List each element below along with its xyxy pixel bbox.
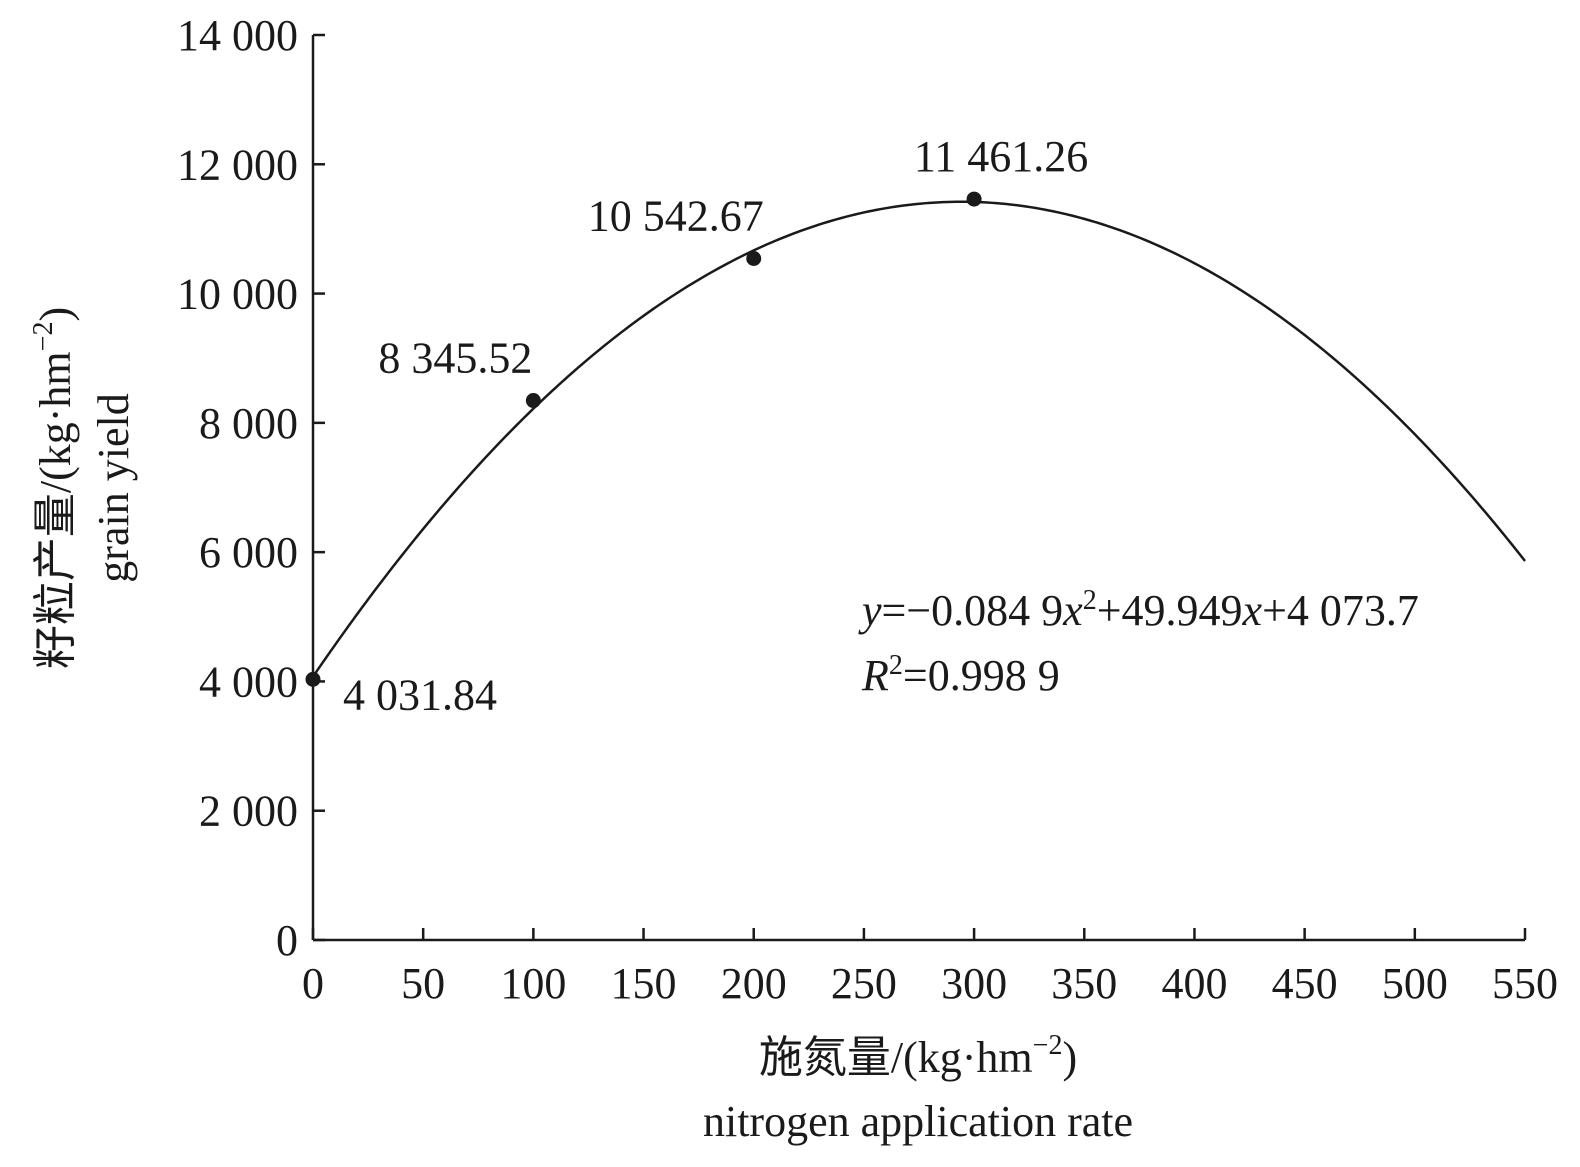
fit-curve [311,200,1526,678]
x-tick-label: 350 [1051,959,1117,1008]
r2-value: =0.998 9 [903,651,1060,700]
x-tick-label: 550 [1492,959,1558,1008]
y-ticks: 0 2 000 4 000 6 000 8 000 10 000 12 000 14 000 [177,11,325,965]
y-tick-label: 14 000 [177,11,298,60]
y-axis-title-close: ) [31,307,80,322]
y-tick-label: 0 [276,916,298,965]
y-axis-title-en: grain yield [89,393,138,582]
y-tick-label: 4 000 [199,657,298,706]
data-labels: 4 031.84 8 345.52 10 542.67 11 461.26 [343,132,1088,719]
eq-coef-c: +4 073.7 [1262,586,1419,635]
y-tick-label: 6 000 [199,528,298,577]
y-axis-title-cn: 籽粒产量/(kg·hm−2) [28,307,80,669]
r2-r: R [861,651,889,700]
fit-equation: y=−0.084 9x2+49.949x+4 073.7 R2=0.998 9 [858,585,1419,700]
r-squared-text: R2=0.998 9 [861,650,1060,700]
y-tick-label: 12 000 [177,140,298,189]
x-axis-title-close: ) [1062,1033,1077,1082]
x-ticks: 0 50 100 150 200 250 300 350 400 450 500 550 [302,928,1558,1008]
x-tick-label: 50 [401,959,445,1008]
data-label: 4 031.84 [343,670,497,719]
y-axis-title: 籽粒产量/(kg·hm−2) grain yield [28,307,138,669]
eq-coef-b: +49.949 [1097,586,1243,635]
x-tick-label: 400 [1161,959,1227,1008]
data-label: 11 461.26 [914,132,1088,181]
eq-x-1: x [1062,586,1083,635]
x-tick-label: 200 [721,959,787,1008]
y-axis-title-cn-main: 籽粒产量/(kg·hm [31,351,80,669]
x-tick-label: 450 [1272,959,1338,1008]
r2-exp: 2 [889,650,903,681]
y-axis-title-exp: −2 [28,322,59,352]
x-axis-title-cn: 施氮量/(kg·hm−2) [759,1030,1077,1082]
x-tick-label: 250 [831,959,897,1008]
y-tick-label: 2 000 [199,787,298,836]
x-axis-title: 施氮量/(kg·hm−2) nitrogen application rate [703,1030,1133,1146]
eq-exp: 2 [1083,585,1097,616]
x-tick-label: 300 [941,959,1007,1008]
x-axis-title-en: nitrogen application rate [703,1097,1133,1146]
x-tick-label: 0 [302,959,324,1008]
x-axis-title-exp: −2 [1033,1030,1063,1061]
y-tick-label: 10 000 [177,270,298,319]
data-point [746,250,762,266]
eq-coef-a: =−0.084 9 [882,586,1064,635]
fit-equation-text: y=−0.084 9x2+49.949x+4 073.7 [858,585,1419,635]
data-point [966,191,982,207]
x-tick-label: 100 [500,959,566,1008]
x-tick-label: 500 [1382,959,1448,1008]
eq-y: y [858,586,882,635]
x-axis-title-cn-main: 施氮量/(kg·hm [759,1033,1033,1082]
y-tick-label: 8 000 [199,399,298,448]
data-point [525,393,541,409]
data-point [305,671,321,687]
data-label: 10 542.67 [588,191,764,240]
eq-x-2: x [1242,586,1263,635]
data-points [305,191,982,687]
data-label: 8 345.52 [378,334,532,383]
x-tick-label: 150 [611,959,677,1008]
